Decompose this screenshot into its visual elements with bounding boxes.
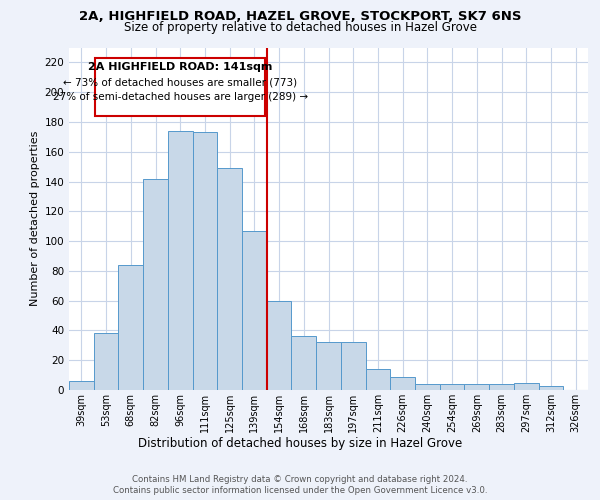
Bar — [242, 230, 267, 390]
Bar — [341, 342, 365, 390]
Bar — [118, 265, 143, 390]
Text: Distribution of detached houses by size in Hazel Grove: Distribution of detached houses by size … — [138, 438, 462, 450]
Bar — [267, 300, 292, 390]
FancyBboxPatch shape — [95, 58, 265, 116]
Text: 2A, HIGHFIELD ROAD, HAZEL GROVE, STOCKPORT, SK7 6NS: 2A, HIGHFIELD ROAD, HAZEL GROVE, STOCKPO… — [79, 10, 521, 23]
Text: 2A HIGHFIELD ROAD: 141sqm: 2A HIGHFIELD ROAD: 141sqm — [88, 62, 272, 72]
Bar — [292, 336, 316, 390]
Bar — [464, 384, 489, 390]
Bar — [217, 168, 242, 390]
Text: Size of property relative to detached houses in Hazel Grove: Size of property relative to detached ho… — [124, 22, 476, 35]
Bar — [489, 384, 514, 390]
Bar — [193, 132, 217, 390]
Bar — [390, 376, 415, 390]
Bar — [69, 381, 94, 390]
Text: 27% of semi-detached houses are larger (289) →: 27% of semi-detached houses are larger (… — [53, 92, 308, 102]
Bar — [415, 384, 440, 390]
Bar — [94, 334, 118, 390]
Text: Contains public sector information licensed under the Open Government Licence v3: Contains public sector information licen… — [113, 486, 487, 495]
Bar — [514, 382, 539, 390]
Bar — [365, 369, 390, 390]
Bar — [143, 178, 168, 390]
Text: Contains HM Land Registry data © Crown copyright and database right 2024.: Contains HM Land Registry data © Crown c… — [132, 475, 468, 484]
Y-axis label: Number of detached properties: Number of detached properties — [30, 131, 40, 306]
Text: ← 73% of detached houses are smaller (773): ← 73% of detached houses are smaller (77… — [63, 78, 297, 88]
Bar — [440, 384, 464, 390]
Bar — [316, 342, 341, 390]
Bar — [539, 386, 563, 390]
Bar — [168, 131, 193, 390]
